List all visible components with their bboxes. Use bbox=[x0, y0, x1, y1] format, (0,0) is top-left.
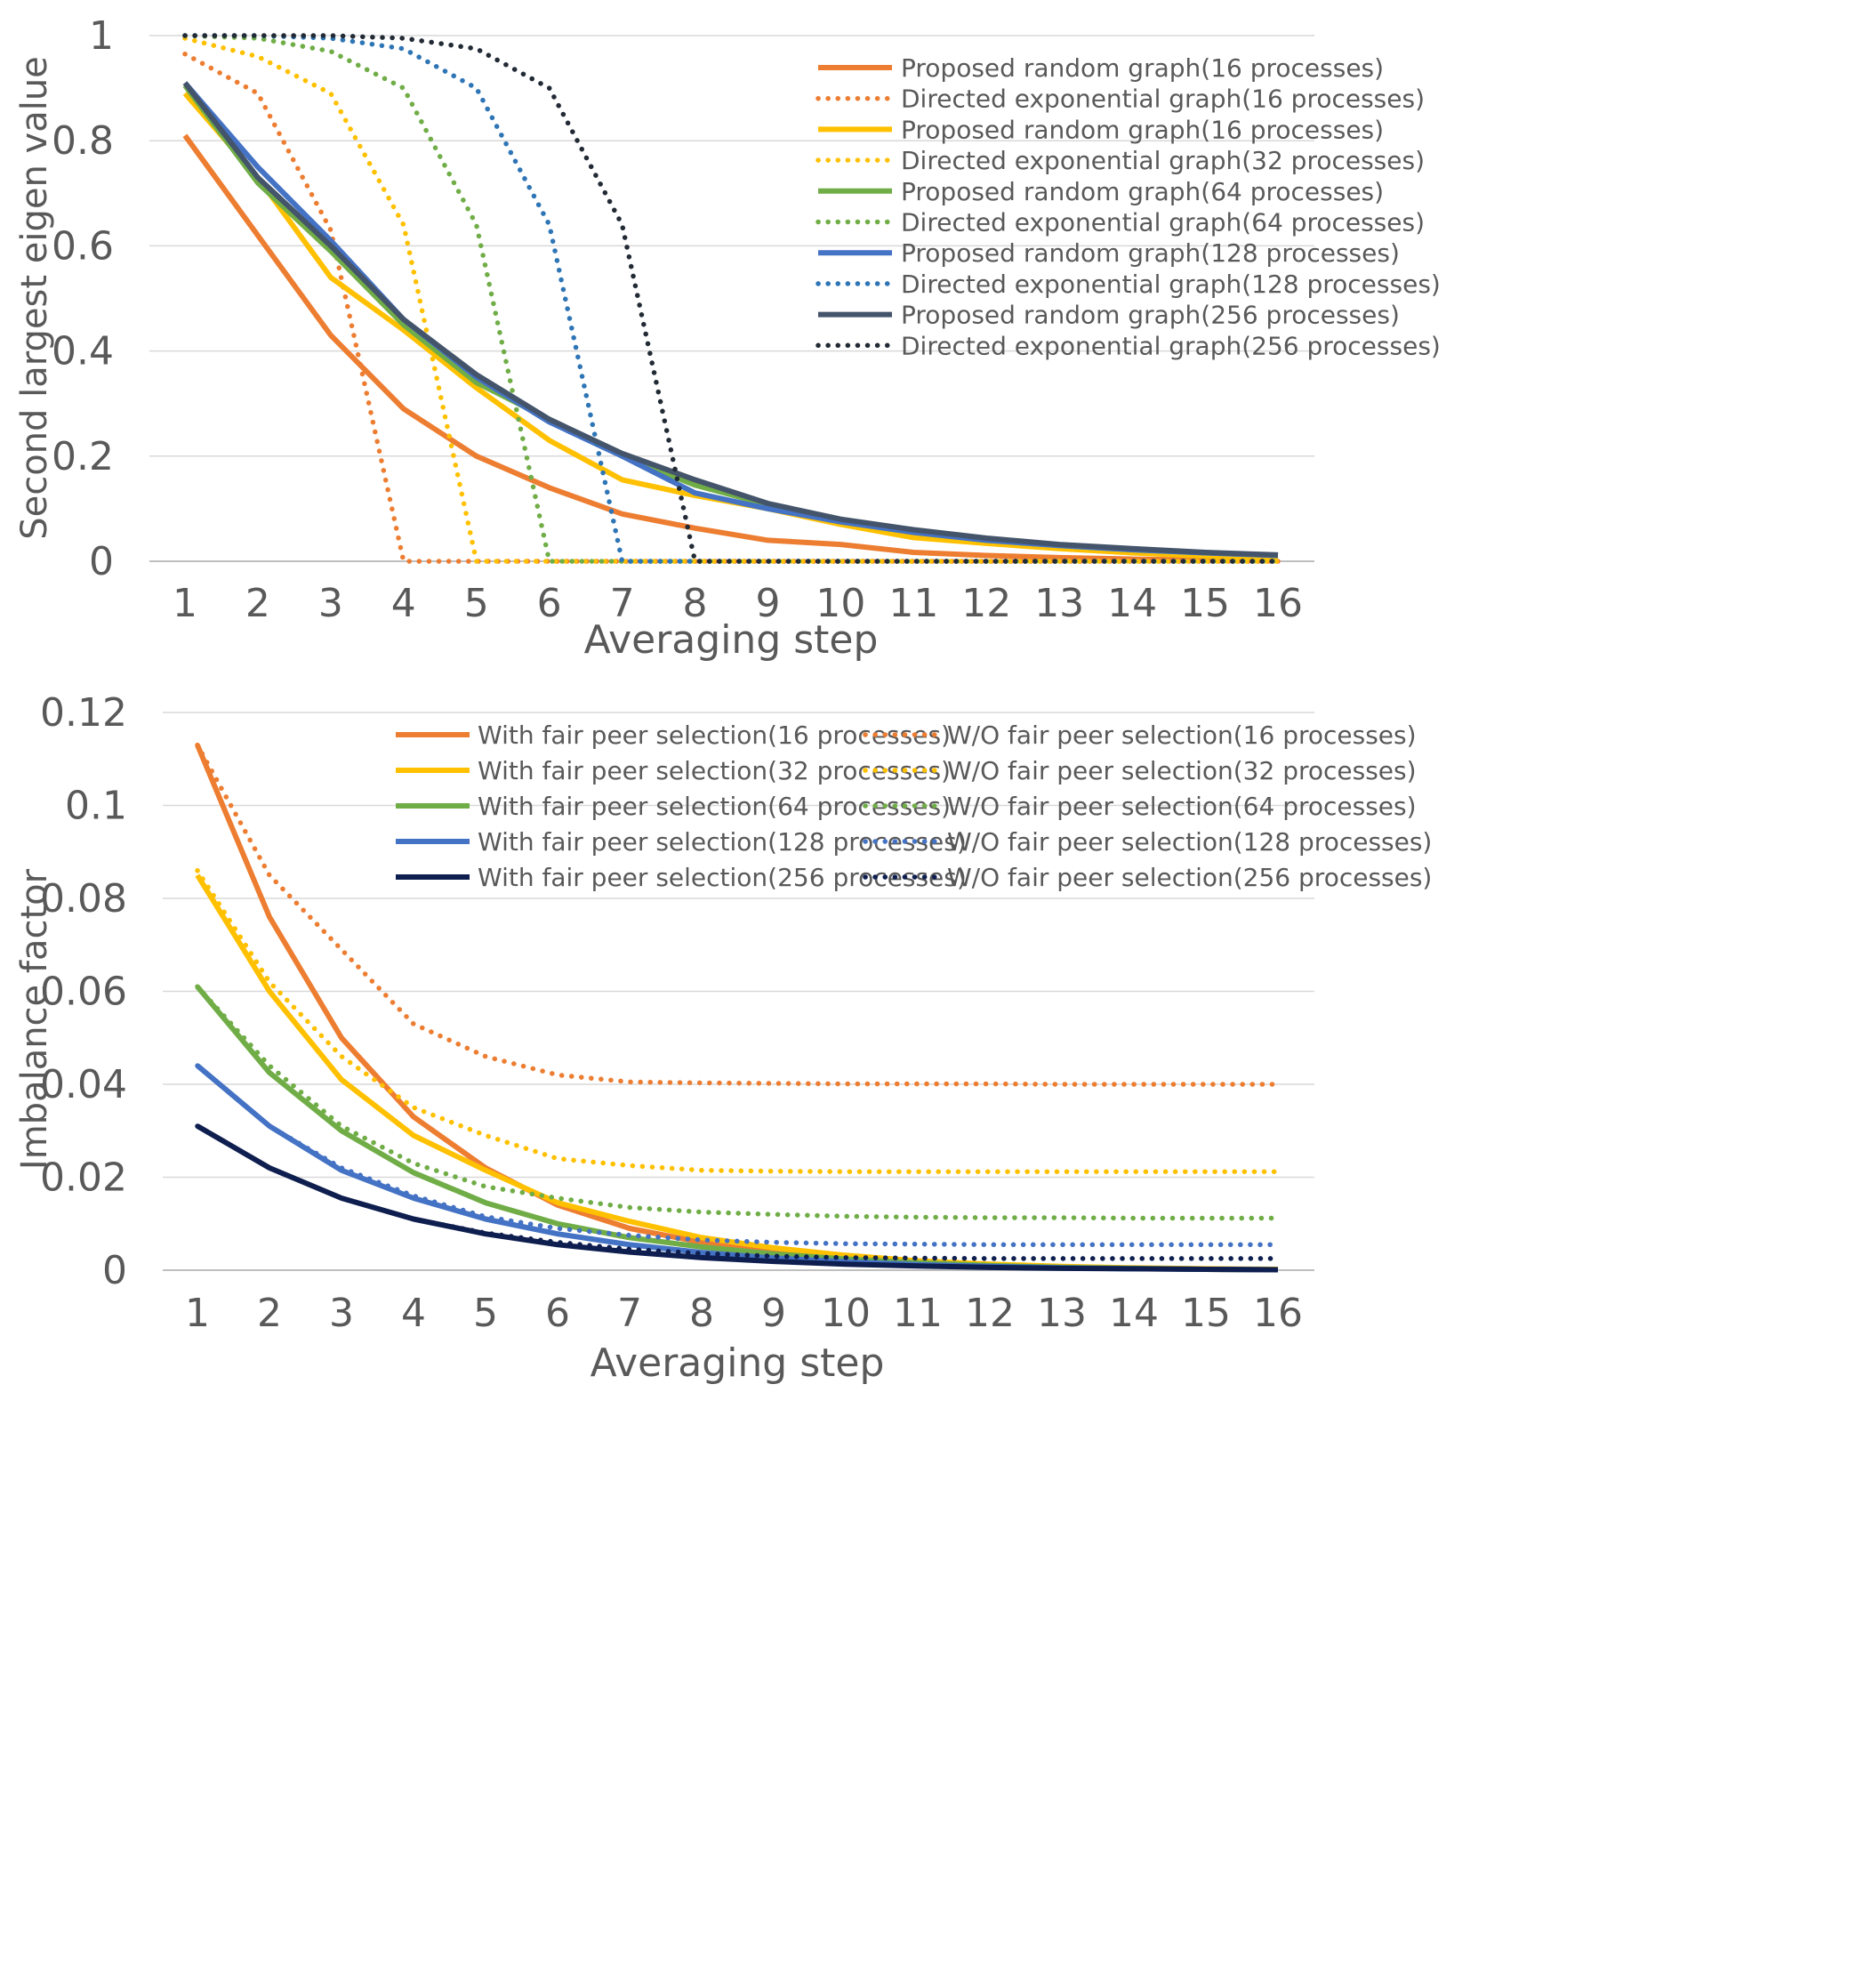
x-tick-label: 11 bbox=[893, 1291, 943, 1336]
legend-label: Proposed random graph(128 processes) bbox=[901, 238, 1400, 268]
y-tick-label: 0.4 bbox=[52, 329, 114, 374]
x-tick-label: 16 bbox=[1253, 1291, 1303, 1336]
x-tick-label: 8 bbox=[683, 581, 708, 626]
x-tick-label: 8 bbox=[689, 1291, 714, 1336]
x-tick-label: 9 bbox=[761, 1291, 786, 1336]
imbalance-chart: 00.020.040.060.080.10.121 2 3 4 5 6 7 8 9 10 11 12 1… bbox=[14, 690, 1432, 1386]
series-line bbox=[195, 1123, 1281, 1261]
legend-label: With fair peer selection(32 processes) bbox=[478, 756, 951, 785]
x-tick-label: 1 bbox=[185, 1291, 210, 1336]
x-axis-title: Averaging step bbox=[591, 1340, 885, 1386]
legend: With fair peer selection(16 processes) Wi… bbox=[396, 720, 1432, 892]
y-tick-label: 1 bbox=[89, 13, 114, 59]
x-tick-label: 16 bbox=[1253, 581, 1303, 626]
series-line bbox=[195, 1063, 1281, 1248]
x-tick-label: 14 bbox=[1107, 581, 1157, 626]
series-line bbox=[195, 867, 1281, 1174]
y-tick-label: 0.06 bbox=[40, 970, 127, 1015]
x-tick-label: 3 bbox=[318, 581, 343, 626]
series-line bbox=[195, 742, 1281, 1087]
eigenvalue-chart: 00.20.40.60.811 2 3 4 5 6 7 8 9 10 11 12 13 14 15 16Ave… bbox=[14, 13, 1441, 663]
y-tick-label: 0.8 bbox=[52, 118, 114, 164]
legend-label: W/O fair peer selection(256 processes) bbox=[947, 863, 1432, 892]
x-tick-label: 10 bbox=[821, 1291, 871, 1336]
y-tick-label: 0.08 bbox=[40, 876, 127, 922]
x-tick-label: 6 bbox=[545, 1291, 570, 1336]
y-axis-title: Second largest eigen value bbox=[14, 56, 55, 540]
legend-label: With fair peer selection(16 processes) bbox=[478, 720, 951, 750]
x-tick-label: 5 bbox=[473, 1291, 498, 1336]
series-line bbox=[182, 51, 1281, 564]
x-tick-label: 15 bbox=[1180, 581, 1230, 626]
x-tick-label: 7 bbox=[617, 1291, 642, 1336]
legend-label: W/O fair peer selection(16 processes) bbox=[947, 720, 1417, 750]
y-tick-label: 0.12 bbox=[40, 690, 127, 736]
x-tick-label: 11 bbox=[888, 581, 938, 626]
y-tick-label: 0 bbox=[89, 539, 114, 584]
x-tick-label: 2 bbox=[245, 581, 270, 626]
x-tick-label: 10 bbox=[815, 581, 865, 626]
y-tick-label: 0.1 bbox=[65, 784, 127, 829]
x-tick-label: 12 bbox=[961, 581, 1011, 626]
legend-label: Proposed random graph(256 processes) bbox=[901, 301, 1400, 330]
x-tick-label: 6 bbox=[537, 581, 562, 626]
x-tick-label: 14 bbox=[1109, 1291, 1159, 1336]
x-tick-label: 13 bbox=[1037, 1291, 1087, 1336]
x-axis-title: Averaging step bbox=[584, 617, 879, 663]
y-tick-label: 0 bbox=[102, 1248, 127, 1293]
series-line bbox=[182, 133, 1279, 564]
series-line bbox=[195, 984, 1281, 1221]
legend-label: With fair peer selection(64 processes) bbox=[478, 792, 951, 821]
x-tick-label: 12 bbox=[965, 1291, 1015, 1336]
x-tick-label: 4 bbox=[391, 581, 416, 626]
legend-label: W/O fair peer selection(32 processes) bbox=[947, 756, 1417, 785]
legend: Proposed random graph(16 processes)Direc… bbox=[815, 53, 1441, 360]
series-line bbox=[182, 81, 1279, 558]
y-axis-title: Imbalance factor bbox=[14, 868, 55, 1170]
legend-label: Directed exponential graph(32 processes) bbox=[901, 146, 1425, 175]
legend-label: Directed exponential graph(256 processes… bbox=[901, 331, 1441, 360]
legend-label: W/O fair peer selection(64 processes) bbox=[947, 792, 1417, 821]
legend-label: Proposed random graph(64 processes) bbox=[901, 177, 1384, 206]
legend-label: Proposed random graph(16 processes) bbox=[901, 53, 1384, 83]
legend-label: Directed exponential graph(16 processes) bbox=[901, 85, 1425, 114]
legend-label: Proposed random graph(16 processes) bbox=[901, 115, 1384, 144]
x-tick-label: 13 bbox=[1034, 581, 1084, 626]
x-tick-label: 7 bbox=[610, 581, 635, 626]
y-tick-label: 0.02 bbox=[40, 1155, 127, 1201]
legend-label: Directed exponential graph(64 processes) bbox=[901, 208, 1425, 237]
x-tick-label: 2 bbox=[257, 1291, 282, 1336]
y-tick-label: 0.04 bbox=[40, 1062, 127, 1107]
legend-label: W/O fair peer selection(128 processes) bbox=[947, 827, 1432, 857]
x-tick-label: 4 bbox=[401, 1291, 426, 1336]
legend-label: Directed exponential graph(128 processes… bbox=[901, 270, 1441, 299]
y-tick-label: 0.2 bbox=[52, 434, 114, 479]
series-line bbox=[182, 33, 1281, 564]
y-tick-label: 0.6 bbox=[52, 223, 114, 269]
x-tick-label: 15 bbox=[1181, 1291, 1231, 1336]
x-tick-label: 5 bbox=[464, 581, 489, 626]
x-tick-label: 3 bbox=[329, 1291, 354, 1336]
x-tick-label: 9 bbox=[755, 581, 780, 626]
x-tick-label: 1 bbox=[173, 581, 197, 626]
